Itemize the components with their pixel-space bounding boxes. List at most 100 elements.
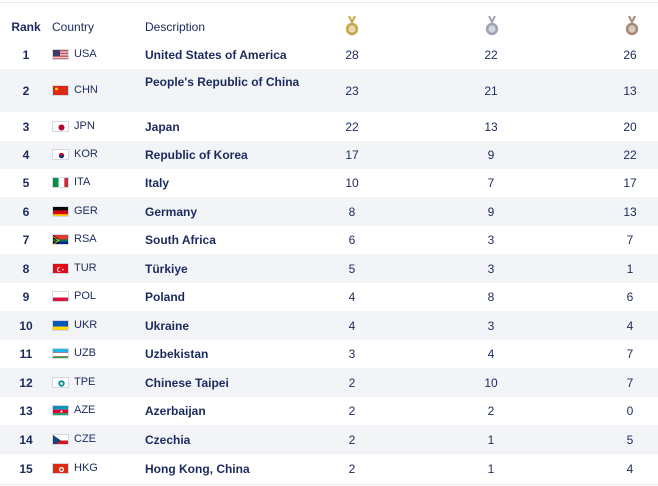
rank-cell: 6 (22, 204, 30, 219)
country-name[interactable]: Azerbaijan (145, 404, 206, 418)
country-name[interactable]: South Africa (145, 233, 216, 247)
country-code: CHN (74, 83, 98, 96)
bronze-medal-icon[interactable] (625, 16, 639, 36)
table-row[interactable]: 2 CHN People's Republic of China 23 21 13 (0, 69, 658, 112)
country-name[interactable]: Türkiye (145, 261, 188, 276)
silver-count: 9 (487, 204, 495, 219)
top-divider (0, 2, 658, 3)
table-header: Rank Country Description (0, 0, 658, 40)
country-code: AZE (74, 404, 96, 416)
usa-flag-icon (52, 48, 69, 60)
bronze-count: 0 (626, 404, 634, 418)
country-code: TUR (74, 261, 97, 274)
table-row[interactable]: 13 AZE Azerbaijan 2 2 0 (0, 397, 658, 425)
kor-flag-icon (52, 149, 69, 160)
description-header[interactable]: Description (145, 20, 206, 34)
table-row[interactable]: 6 GER Germany 8 9 13 (0, 197, 658, 226)
country-name[interactable]: Ukraine (145, 318, 190, 333)
table-row[interactable]: 11 UZB Uzbekistan 3 4 7 (0, 340, 658, 368)
gold-count: 3 (348, 347, 356, 361)
gold-count: 6 (348, 233, 356, 247)
rank-cell: 12 (19, 375, 33, 390)
gold-count: 8 (348, 204, 356, 219)
bronze-count: 13 (623, 83, 637, 98)
gold-count: 2 (348, 404, 356, 418)
rank-cell: 15 (19, 461, 33, 476)
country-code: KOR (74, 148, 98, 160)
table-row[interactable]: 14 CZE Czechia 2 1 5 (0, 425, 658, 454)
country-name[interactable]: Germany (145, 204, 198, 219)
rank-cell: 7 (22, 233, 30, 247)
gold-count: 2 (348, 461, 356, 476)
silver-count: 21 (484, 83, 498, 98)
table-row[interactable]: 1 USA United States of America 28 22 26 (0, 40, 658, 69)
bronze-count: 26 (623, 47, 637, 62)
rank-cell: 5 (22, 176, 30, 190)
bronze-count: 4 (626, 461, 634, 476)
cze-flag-icon (52, 433, 69, 445)
silver-count: 22 (484, 47, 498, 62)
country-name[interactable]: Czechia (145, 432, 191, 447)
jpn-flag-icon (52, 120, 69, 132)
country-header[interactable]: Country (52, 20, 95, 34)
rank-cell: 9 (22, 290, 30, 304)
rank-cell: 8 (22, 261, 30, 276)
ger-flag-icon (52, 205, 69, 217)
gold-count: 22 (345, 119, 359, 134)
country-name[interactable]: Japan (145, 119, 180, 134)
gold-count: 5 (348, 261, 356, 276)
rank-cell: 2 (22, 83, 30, 98)
bronze-count: 7 (626, 347, 634, 361)
ita-flag-icon (52, 177, 69, 188)
gold-count: 2 (348, 375, 356, 390)
silver-count: 7 (487, 176, 495, 190)
bronze-count: 22 (623, 148, 637, 162)
table-row[interactable]: 7 RSA South Africa 6 3 7 (0, 226, 658, 254)
table-row[interactable]: 15 HKG Hong Kong, China 2 1 4 (0, 454, 658, 483)
country-code: ITA (74, 176, 91, 188)
table-row[interactable]: 8 TUR Türkiye 5 3 1 (0, 254, 658, 283)
country-name[interactable]: United States of America (145, 47, 287, 62)
silver-count: 10 (484, 375, 498, 390)
country-name[interactable]: Italy (145, 176, 170, 190)
country-code: UKR (74, 318, 98, 331)
bronze-count: 7 (626, 233, 634, 247)
silver-count: 4 (487, 347, 495, 361)
country-name[interactable]: Poland (145, 290, 186, 304)
silver-count: 3 (487, 318, 495, 333)
country-code: HKG (74, 461, 98, 474)
table-row[interactable]: 4 KOR Republic of Korea 17 9 22 (0, 141, 658, 169)
country-code: JPN (74, 119, 95, 132)
table-row[interactable]: 5 ITA Italy 10 7 17 (0, 169, 658, 197)
rsa-flag-icon (52, 234, 69, 245)
gold-count: 23 (345, 83, 359, 98)
gold-medal-icon[interactable] (345, 16, 359, 36)
country-code: GER (74, 204, 98, 217)
country-name[interactable]: Hong Kong, China (145, 461, 250, 476)
bronze-count: 20 (623, 119, 637, 134)
rank-cell: 4 (22, 148, 30, 162)
tpe-flag-icon (52, 376, 69, 388)
country-name[interactable]: Uzbekistan (145, 347, 209, 361)
country-code: RSA (74, 233, 97, 245)
table-row[interactable]: 9 POL Poland 4 8 6 (0, 283, 658, 311)
country-name[interactable]: Chinese Taipei (145, 375, 229, 390)
rank-cell: 14 (19, 432, 33, 447)
table-row[interactable]: 3 JPN Japan 22 13 20 (0, 112, 658, 141)
gold-count: 10 (345, 176, 359, 190)
gold-count: 2 (348, 432, 356, 447)
silver-medal-icon[interactable] (485, 16, 499, 36)
tur-flag-icon (52, 262, 69, 274)
gold-count: 17 (345, 148, 359, 162)
country-code: TPE (74, 375, 96, 388)
table-row[interactable]: 10 UKR Ukraine 4 3 4 (0, 311, 658, 340)
bronze-count: 1 (626, 261, 634, 276)
silver-count: 2 (487, 404, 495, 418)
silver-count: 13 (484, 119, 498, 134)
rank-header[interactable]: Rank (11, 20, 41, 34)
table-row[interactable]: 12 TPE Chinese Taipei 2 10 7 (0, 368, 658, 397)
silver-count: 1 (487, 432, 495, 447)
country-code: UZB (74, 347, 96, 359)
country-name[interactable]: People's Republic of China (145, 75, 300, 89)
country-name[interactable]: Republic of Korea (145, 148, 248, 162)
